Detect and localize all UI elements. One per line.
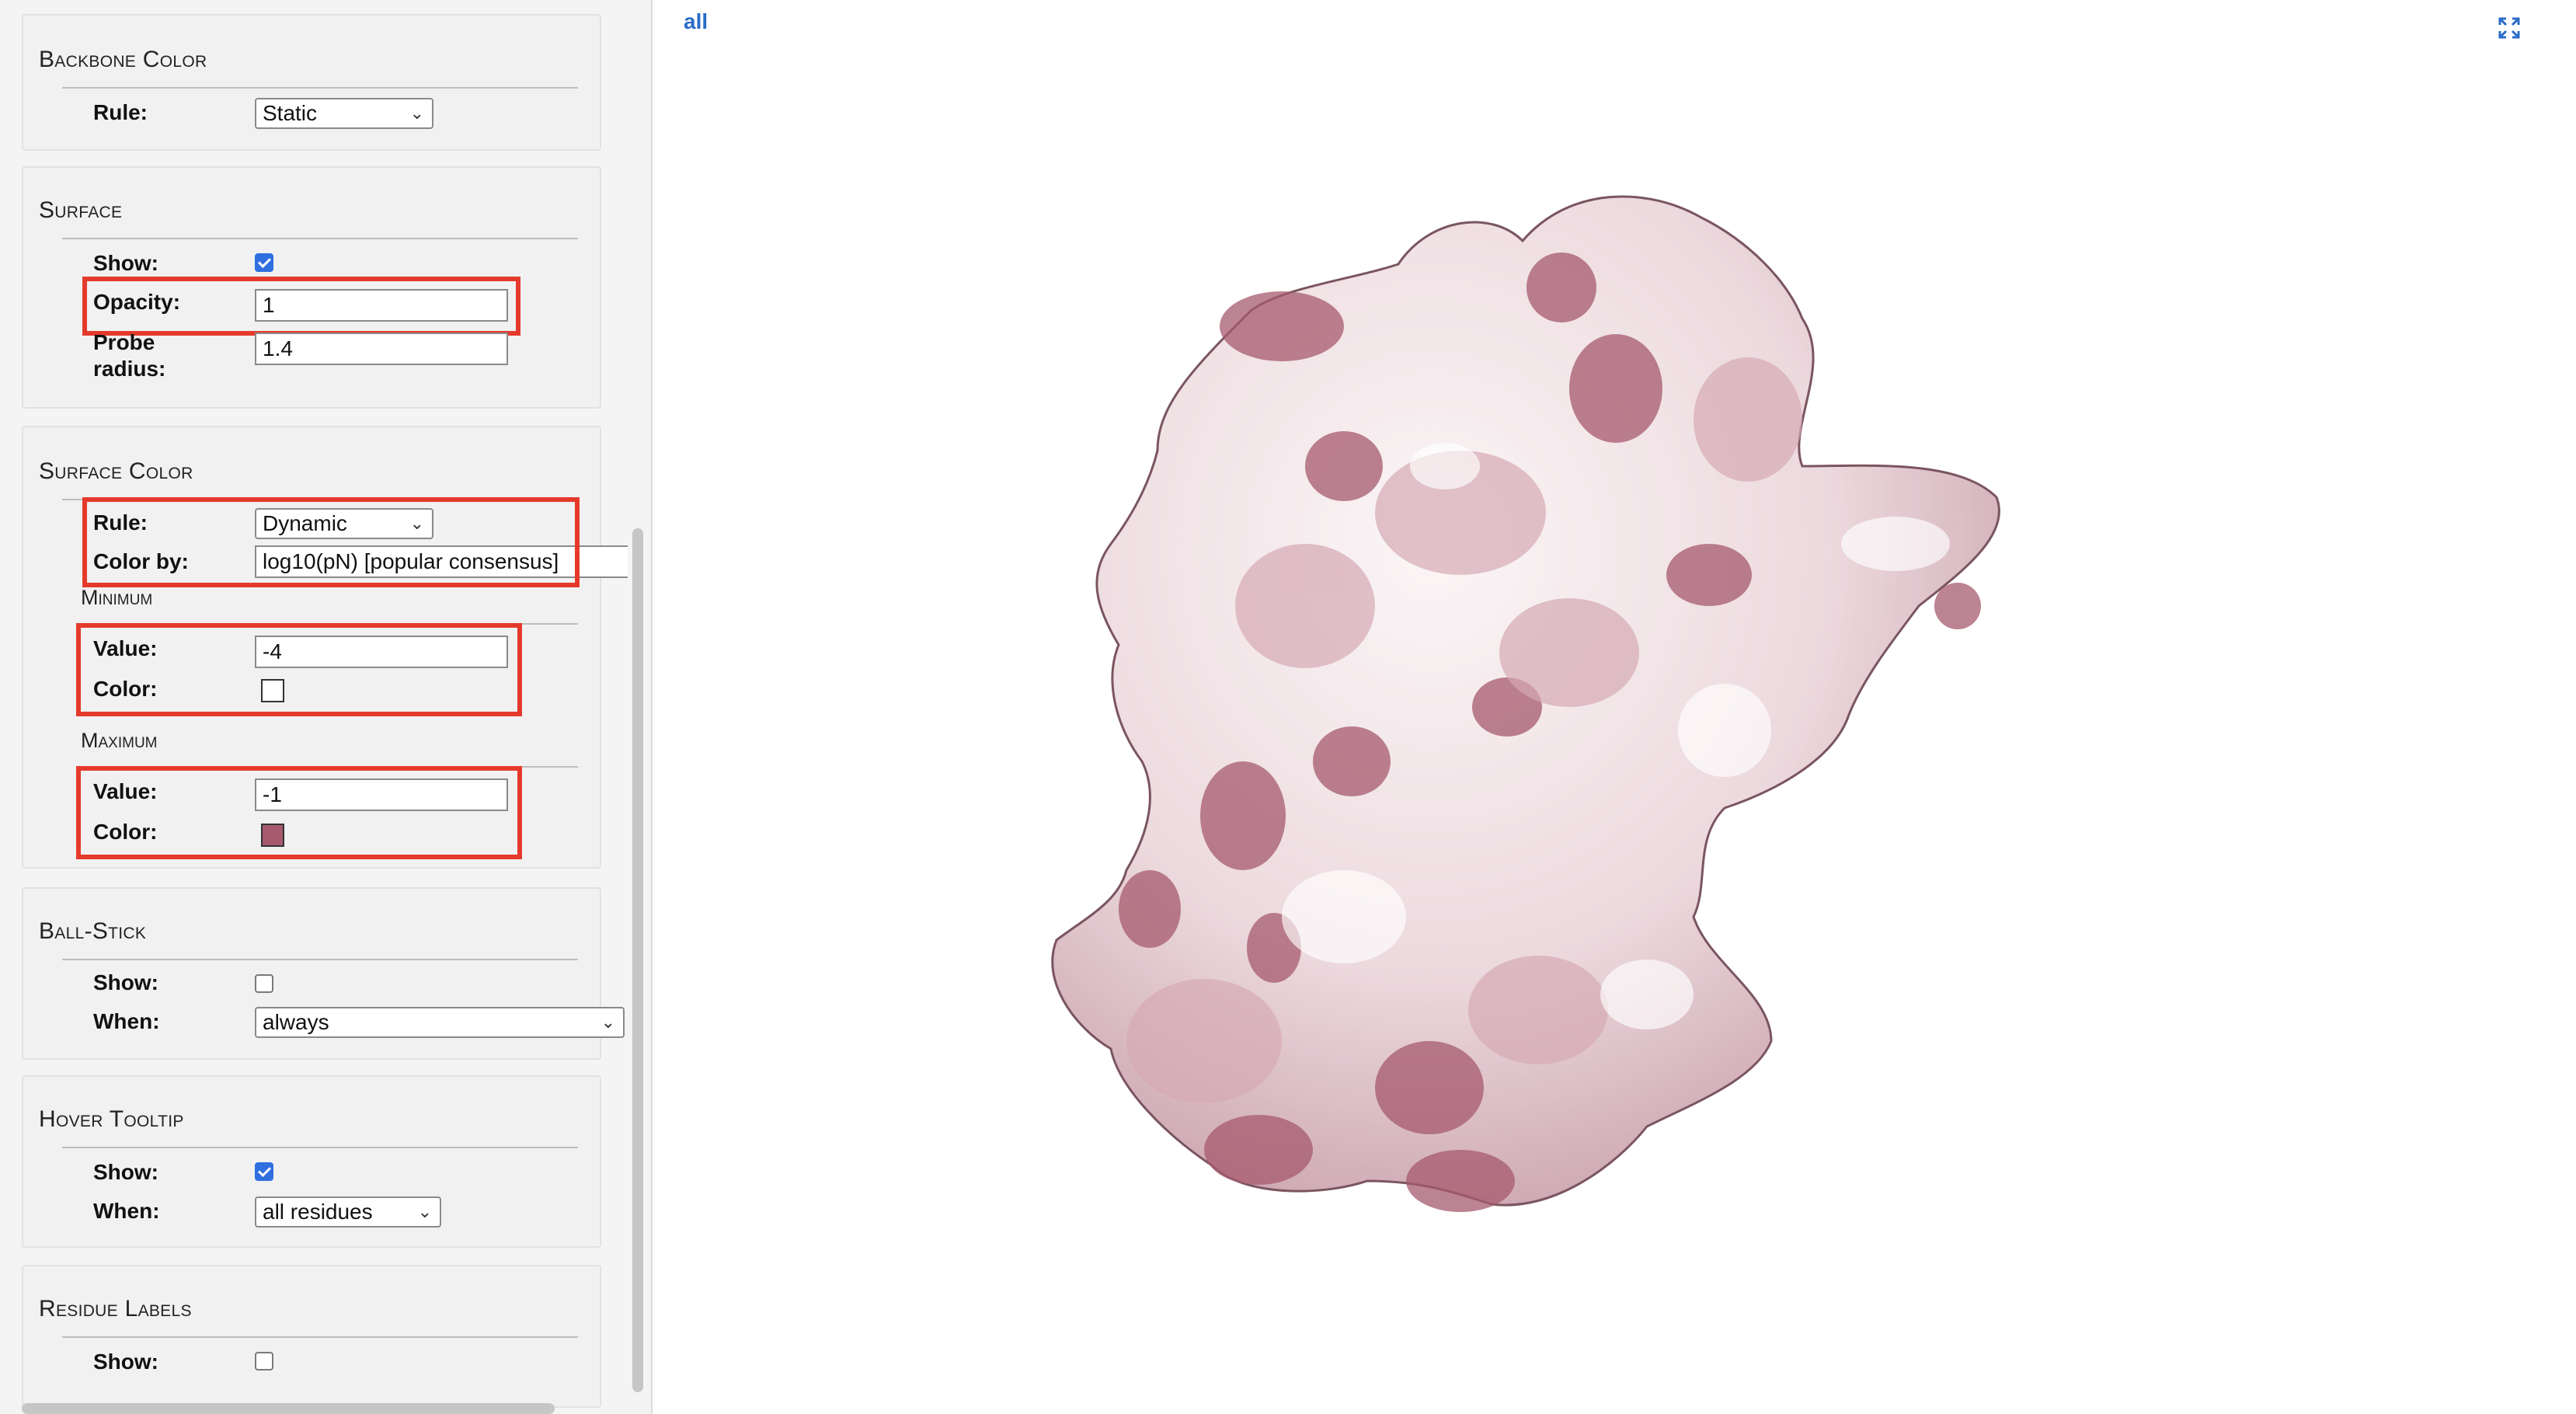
surface-color-rule-select[interactable]: Dynamic ⌄	[255, 508, 433, 539]
divider	[62, 1147, 578, 1148]
divider	[62, 959, 578, 960]
surface-probe-radius-input[interactable]: 1.4	[255, 333, 508, 365]
divider	[62, 87, 578, 89]
minimum-value-label: Value:	[93, 636, 158, 660]
surface-title: Surface	[39, 197, 123, 223]
hover-tooltip-show-checkbox[interactable]	[255, 1162, 273, 1181]
highlight-box-maximum	[76, 766, 522, 859]
ball-stick-when-value: always	[263, 1010, 329, 1034]
ball-stick-when-select[interactable]: always ⌄	[255, 1007, 625, 1038]
maximum-value-label: Value:	[93, 779, 158, 803]
ball-stick-when-label: When:	[93, 1009, 160, 1033]
backbone-rule-label: Rule:	[93, 100, 148, 124]
maximum-value-input[interactable]: -1	[255, 778, 508, 811]
dynamic-color-patches	[1119, 252, 1981, 1212]
highlight-box-rule	[82, 497, 580, 587]
chevron-down-icon: ⌄	[600, 1012, 615, 1032]
horizontal-scrollbar[interactable]	[22, 1403, 555, 1414]
divider	[62, 1336, 578, 1338]
surface-highlights	[1282, 443, 1950, 1029]
residue-labels-show-label: Show:	[93, 1350, 158, 1374]
probe-label-line-2: radius:	[93, 357, 166, 381]
maximum-color-swatch[interactable]	[261, 824, 284, 847]
backbone-rule-select[interactable]: Static ⌄	[255, 98, 433, 129]
minimum-color-label: Color:	[93, 677, 158, 701]
backbone-rule-value: Static	[263, 101, 318, 125]
surface-opacity-input[interactable]: 1	[255, 289, 508, 322]
hover-tooltip-title: Hover Tooltip	[39, 1106, 184, 1132]
surface-color-rule-value: Dynamic	[263, 511, 347, 535]
highlight-box-minimum	[76, 623, 522, 716]
residue-labels-title: Residue Labels	[39, 1296, 192, 1322]
surface-color-rule-label: Rule:	[93, 510, 148, 535]
ball-stick-title: Ball-Stick	[39, 918, 147, 944]
minimum-title: Minimum	[81, 586, 153, 609]
hover-tooltip-when-value: all residues	[263, 1200, 373, 1224]
hover-tooltip-when-label: When:	[93, 1199, 160, 1223]
vertical-scrollbar[interactable]	[632, 528, 643, 1392]
color-by-label: Color by:	[93, 549, 189, 573]
highlight-box-opacity	[82, 277, 520, 336]
expand-icon[interactable]	[2498, 17, 2520, 39]
settings-sidebar: Backbone Color Rule: Static ⌄ Surface Sh…	[0, 0, 653, 1414]
surface-opacity-label: Opacity:	[93, 290, 181, 314]
backbone-color-panel	[22, 14, 601, 151]
maximum-title: Maximum	[81, 729, 158, 752]
probe-label-line-1: Probe	[93, 330, 155, 354]
protein-surface-render[interactable]	[1025, 171, 2144, 1290]
surface-probe-label: Probe radius:	[93, 329, 165, 382]
chevron-down-icon: ⌄	[409, 514, 424, 533]
tab-all[interactable]: all	[684, 9, 708, 33]
minimum-color-swatch[interactable]	[261, 679, 284, 702]
color-by-select[interactable]: log10(pN) [popular consensus]	[255, 545, 628, 578]
surface-show-label: Show:	[93, 251, 158, 275]
hover-tooltip-show-label: Show:	[93, 1160, 158, 1184]
hover-tooltip-when-select[interactable]: all residues ⌄	[255, 1196, 441, 1228]
surface-color-title: Surface Color	[39, 458, 193, 484]
surface-panel	[22, 166, 601, 409]
backbone-color-title: Backbone Color	[39, 47, 207, 72]
surface-show-checkbox[interactable]	[255, 253, 273, 272]
dynamic-color-patches-light	[1126, 357, 1802, 1103]
divider	[62, 238, 578, 239]
chevron-down-icon: ⌄	[409, 103, 424, 123]
residue-labels-show-checkbox[interactable]	[255, 1352, 273, 1370]
minimum-value-input[interactable]: -4	[255, 636, 508, 668]
maximum-color-label: Color:	[93, 820, 158, 844]
ball-stick-show-label: Show:	[93, 970, 158, 994]
ball-stick-show-checkbox[interactable]	[255, 974, 273, 993]
chevron-down-icon: ⌄	[417, 1202, 432, 1221]
